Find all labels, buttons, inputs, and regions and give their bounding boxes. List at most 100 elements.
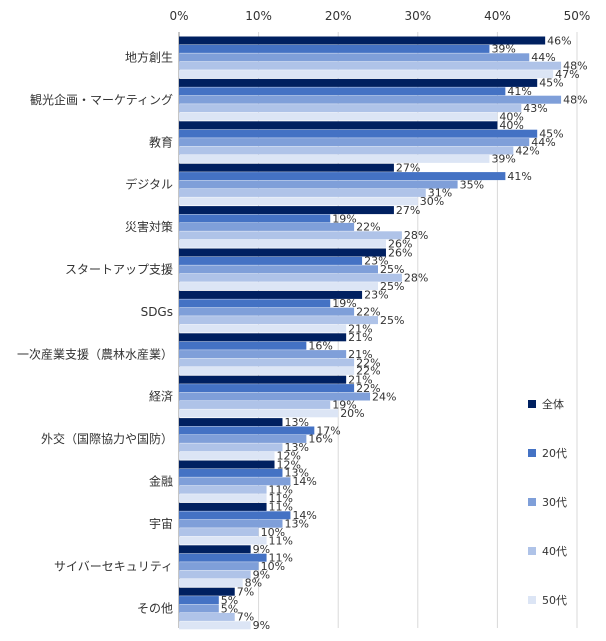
data-label: 31% xyxy=(428,187,452,200)
bar xyxy=(179,299,331,308)
data-label: 48% xyxy=(563,94,587,107)
data-label: 46% xyxy=(547,34,571,47)
data-label: 21% xyxy=(348,331,372,344)
bar xyxy=(179,494,267,503)
x-tick-label: 30% xyxy=(404,9,431,23)
category-label: 観光企画・マーケティング xyxy=(30,92,173,107)
legend-swatch xyxy=(528,596,536,604)
data-label: 7% xyxy=(237,586,254,599)
bar xyxy=(179,545,251,554)
data-label: 27% xyxy=(396,162,420,175)
category-label: 外交（国際協力や国防） xyxy=(41,431,173,446)
data-label: 27% xyxy=(396,204,420,217)
bar xyxy=(179,358,355,367)
bar xyxy=(179,53,530,62)
data-label: 11% xyxy=(269,552,293,565)
bar xyxy=(179,477,291,486)
data-label: 21% xyxy=(348,348,372,361)
data-label: 10% xyxy=(261,560,285,573)
x-tick-label: 50% xyxy=(564,9,591,23)
bar xyxy=(179,154,490,163)
data-label: 9% xyxy=(253,619,270,632)
bar xyxy=(179,333,347,342)
bar xyxy=(179,104,522,113)
bar xyxy=(179,44,490,53)
bar xyxy=(179,206,394,215)
category-label: 宇宙 xyxy=(149,516,173,531)
data-label: 25% xyxy=(380,280,404,293)
bar xyxy=(179,273,402,282)
bar xyxy=(179,612,235,621)
data-label: 24% xyxy=(372,390,396,403)
bar xyxy=(179,570,251,579)
bar xyxy=(179,188,426,197)
category-label: 一次産業支援（農林水産業） xyxy=(17,346,173,361)
data-label: 12% xyxy=(277,450,301,463)
legend: 全体 20代 30代 40代 50代 xyxy=(528,397,567,607)
bar xyxy=(179,375,347,384)
data-label: 16% xyxy=(308,433,332,446)
bar xyxy=(179,553,267,562)
data-label: 42% xyxy=(515,144,539,157)
category-label: 経済 xyxy=(149,389,173,404)
data-label: 16% xyxy=(308,340,332,353)
legend-swatch xyxy=(528,400,536,408)
bar xyxy=(179,596,219,605)
data-label: 45% xyxy=(539,77,563,90)
legend-label: 20代 xyxy=(542,447,567,460)
data-label: 20% xyxy=(340,407,364,420)
x-tick-label: 40% xyxy=(484,9,511,23)
data-label: 23% xyxy=(364,255,388,268)
bar xyxy=(179,341,307,350)
bar xyxy=(179,87,506,96)
data-label: 14% xyxy=(292,475,316,488)
data-label: 28% xyxy=(404,272,428,285)
data-label: 13% xyxy=(284,416,308,429)
bar xyxy=(179,502,267,511)
bar xyxy=(179,138,530,147)
data-label: 17% xyxy=(316,424,340,437)
bar xyxy=(179,511,291,520)
bar xyxy=(179,324,347,333)
data-label: 22% xyxy=(356,365,380,378)
data-label: 13% xyxy=(284,441,308,454)
data-label: 47% xyxy=(555,68,579,81)
bar xyxy=(179,409,339,418)
bar xyxy=(179,485,267,494)
legend-label: 50代 xyxy=(542,594,567,607)
data-label: 40% xyxy=(499,119,523,132)
bar xyxy=(179,239,386,248)
bars: 46%39%44%48%47%45%41%48%43%40%40%45%44%4… xyxy=(179,34,588,632)
bar xyxy=(179,384,355,393)
bar xyxy=(179,400,331,409)
data-label: 11% xyxy=(269,534,293,547)
data-label: 22% xyxy=(356,356,380,369)
data-label: 19% xyxy=(332,297,356,310)
data-label: 13% xyxy=(284,518,308,531)
data-label: 13% xyxy=(284,467,308,480)
legend-swatch xyxy=(528,449,536,457)
bar xyxy=(179,282,378,291)
bar xyxy=(179,163,394,172)
legend-swatch xyxy=(528,547,536,555)
data-label: 19% xyxy=(332,399,356,412)
bar xyxy=(179,61,562,70)
data-label: 30% xyxy=(420,195,444,208)
data-label: 25% xyxy=(380,263,404,276)
category-label: 地方創生 xyxy=(125,50,173,65)
bar xyxy=(179,392,371,401)
category-label: その他 xyxy=(137,602,173,616)
data-label: 45% xyxy=(539,128,563,141)
data-label: 41% xyxy=(507,85,531,98)
bar xyxy=(179,468,283,477)
data-label: 21% xyxy=(348,322,372,335)
bar xyxy=(179,172,506,181)
data-label: 9% xyxy=(253,543,270,556)
data-label: 48% xyxy=(563,60,587,73)
data-label: 28% xyxy=(404,229,428,242)
data-label: 23% xyxy=(364,289,388,302)
data-label: 43% xyxy=(523,102,547,115)
data-label: 22% xyxy=(356,221,380,234)
bar xyxy=(179,443,283,452)
